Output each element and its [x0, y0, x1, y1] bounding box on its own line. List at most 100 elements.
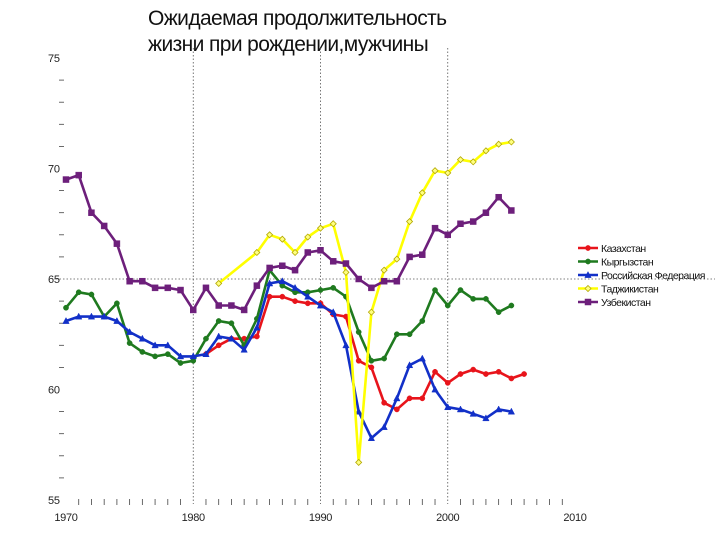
legend-swatch-marker	[584, 271, 592, 278]
data-point	[355, 407, 363, 415]
data-point	[393, 277, 401, 285]
data-point	[304, 249, 312, 256]
data-point	[266, 264, 273, 272]
data-point	[457, 371, 464, 377]
data-point	[292, 298, 298, 304]
data-point	[304, 233, 312, 241]
data-point	[495, 140, 503, 148]
data-point	[63, 304, 69, 311]
data-point	[394, 406, 400, 413]
data-point	[113, 240, 121, 247]
y-tick-label: 75	[48, 53, 60, 65]
data-point	[253, 323, 261, 331]
data-point	[304, 292, 312, 300]
data-point	[380, 266, 388, 274]
legend-swatch-marker	[584, 284, 592, 293]
data-point	[432, 368, 438, 375]
y-tick-label: 70	[48, 164, 60, 176]
series-line	[65, 279, 512, 440]
data-point	[126, 328, 134, 335]
data-point	[316, 301, 325, 309]
legend-item: Таджикистан	[578, 283, 660, 295]
legend-label: Казахстан	[601, 243, 646, 255]
data-point	[203, 335, 209, 342]
data-point	[100, 222, 108, 230]
legend-swatch-marker	[585, 258, 591, 265]
data-point	[405, 361, 414, 369]
legend-item: Казахстан	[578, 243, 647, 255]
data-point	[113, 317, 121, 324]
data-point	[329, 308, 337, 315]
series-4	[215, 138, 515, 466]
data-point	[342, 260, 350, 267]
data-point	[266, 293, 273, 300]
data-point	[457, 220, 464, 227]
data-point	[469, 409, 477, 417]
data-point	[368, 357, 375, 364]
data-point	[164, 351, 171, 357]
data-point	[152, 353, 158, 360]
data-point	[457, 287, 464, 293]
data-point	[291, 283, 299, 291]
data-point	[342, 341, 350, 349]
data-point	[75, 289, 82, 296]
data-point	[342, 268, 350, 276]
data-point	[215, 332, 223, 340]
data-point	[495, 193, 502, 201]
data-point	[406, 395, 413, 402]
data-point	[508, 207, 515, 214]
data-point	[177, 360, 184, 366]
data-point	[126, 277, 133, 285]
data-point	[88, 209, 95, 216]
data-point	[483, 296, 489, 302]
legend-item: Российская Федерация	[578, 270, 705, 282]
data-point	[329, 258, 337, 265]
data-point	[100, 312, 108, 320]
y-tick-label: 65	[48, 274, 60, 286]
data-point	[62, 317, 70, 324]
data-point	[380, 423, 388, 430]
data-point	[482, 209, 490, 216]
data-point	[330, 284, 337, 291]
data-point	[419, 318, 426, 324]
data-point	[495, 309, 502, 315]
data-point	[75, 171, 82, 179]
data-point	[469, 158, 477, 166]
data-point	[444, 302, 451, 309]
data-point	[368, 284, 375, 292]
data-point	[291, 248, 299, 257]
data-point	[444, 231, 451, 239]
data-point	[62, 176, 70, 183]
data-point	[507, 138, 515, 146]
data-point	[418, 354, 426, 362]
data-point	[355, 458, 363, 466]
data-point	[215, 342, 222, 349]
data-point	[291, 266, 299, 274]
data-point	[367, 434, 376, 441]
data-point	[151, 341, 159, 349]
data-point	[265, 279, 274, 287]
data-point	[317, 287, 324, 293]
data-point	[406, 331, 413, 338]
data-point	[355, 275, 362, 283]
data-point	[254, 333, 260, 340]
x-tick-label: 2000	[436, 512, 459, 524]
data-point	[380, 277, 388, 285]
data-point	[164, 341, 172, 349]
data-point	[355, 357, 362, 364]
data-point	[508, 375, 515, 382]
data-point	[138, 334, 146, 342]
data-point	[177, 286, 184, 294]
legend-label: Кыргызстан	[601, 256, 654, 268]
data-point	[278, 235, 286, 243]
data-point	[139, 277, 146, 285]
data-point	[253, 248, 261, 257]
data-point	[228, 302, 235, 309]
data-point	[240, 345, 248, 353]
legend-item: Узбекистан	[578, 297, 652, 309]
data-point	[482, 414, 490, 422]
data-point	[406, 217, 414, 226]
data-point	[521, 371, 527, 377]
data-point	[139, 349, 146, 355]
